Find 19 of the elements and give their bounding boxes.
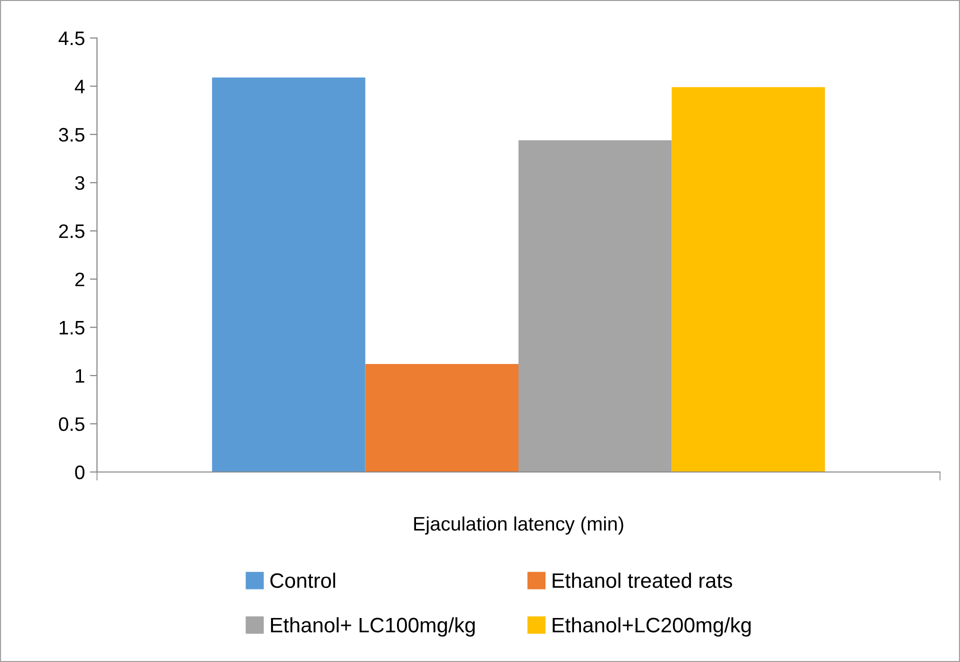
bar: [518, 140, 672, 472]
legend-label: Ethanol+LC200mg/kg: [552, 617, 751, 637]
bar: [212, 78, 366, 472]
legend-label: Ethanol+ LC100mg/kg: [271, 617, 475, 637]
y-tick-label: 3.5: [58, 128, 84, 142]
legend-label: Ethanol treated rats: [552, 572, 732, 588]
y-tick-label: 1: [76, 369, 84, 383]
y-tick-label: 1.5: [60, 321, 84, 335]
y-tick-label: 4: [74, 80, 85, 94]
y-tick-label: 0: [75, 465, 84, 480]
y-tick-label: 2.5: [59, 224, 84, 238]
bar: [365, 364, 518, 472]
y-tick-label: 3: [75, 176, 84, 190]
y-tick-label: 2: [75, 272, 84, 286]
x-tick-label: Ejaculation latency (min): [414, 516, 624, 535]
bar: [672, 87, 825, 472]
legend-label: Control: [270, 572, 336, 588]
y-tick-label: 0.5: [58, 417, 84, 432]
y-tick-label: 4.5: [58, 32, 84, 46]
